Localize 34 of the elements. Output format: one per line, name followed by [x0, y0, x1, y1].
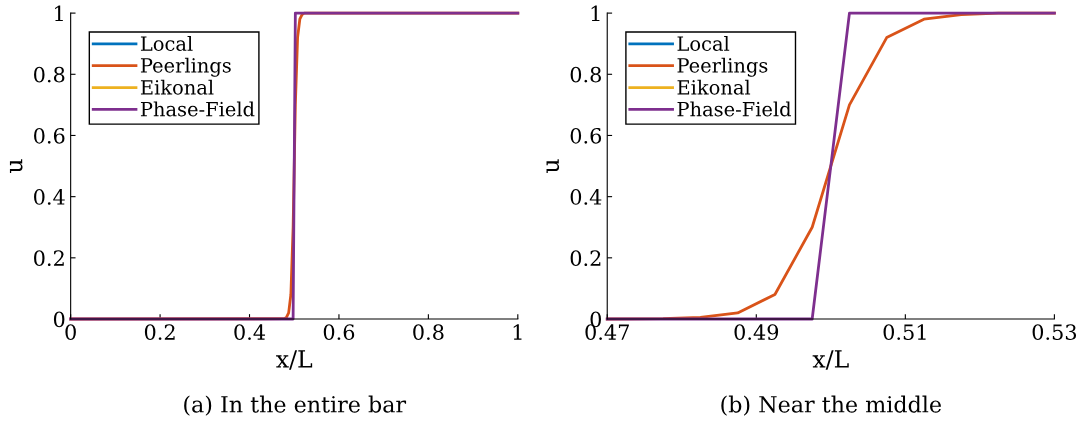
x-axis-title: x/L	[276, 350, 313, 370]
legend-label: Phase-Field	[140, 101, 255, 117]
y-tick-label: 0.6	[570, 127, 602, 144]
y-tick-label: 0.2	[34, 250, 64, 267]
y-axis-title: u	[546, 159, 560, 174]
x-tick-label: 0.8	[413, 324, 444, 340]
y-tick-label: 1	[55, 5, 63, 22]
y-tick-label: 1	[591, 5, 600, 22]
legend-label: Local	[677, 35, 730, 51]
x-tick-label: 0.6	[323, 324, 355, 340]
y-tick-label: 0.4	[570, 189, 602, 205]
x-tick-label: 0.51	[883, 324, 926, 340]
x-tick-label: 1	[513, 324, 522, 340]
legend-label: Peerlings	[677, 57, 768, 77]
y-tick-label: 0.6	[34, 127, 65, 144]
legend-label: Peerlings	[140, 57, 231, 77]
x-tick-label: 0.4	[234, 324, 266, 340]
y-tick-label: 0	[53, 311, 65, 328]
x-axis-title: x/L	[812, 350, 849, 370]
text: (a) In the entire bar	[184, 395, 407, 416]
x-tick-label: 0.53	[1032, 324, 1077, 340]
x-tick-label: 0	[65, 324, 76, 340]
legend-label: Eikonal	[140, 79, 214, 95]
legend-label: Eikonal	[677, 79, 751, 95]
y-tick-label: 0.2	[570, 250, 601, 267]
text: (b) Near the middle	[721, 395, 941, 416]
y-tick-label: 0.8	[34, 66, 65, 83]
legend-label: Local	[140, 35, 193, 51]
y-tick-label: 0.8	[570, 66, 601, 83]
x-tick-label: 0.49	[734, 324, 779, 340]
y-axis-title: u	[9, 159, 23, 174]
y-tick-label: 0.4	[34, 189, 65, 205]
x-tick-label: 0.2	[144, 324, 175, 340]
legend-label: Phase-Field	[677, 101, 792, 117]
